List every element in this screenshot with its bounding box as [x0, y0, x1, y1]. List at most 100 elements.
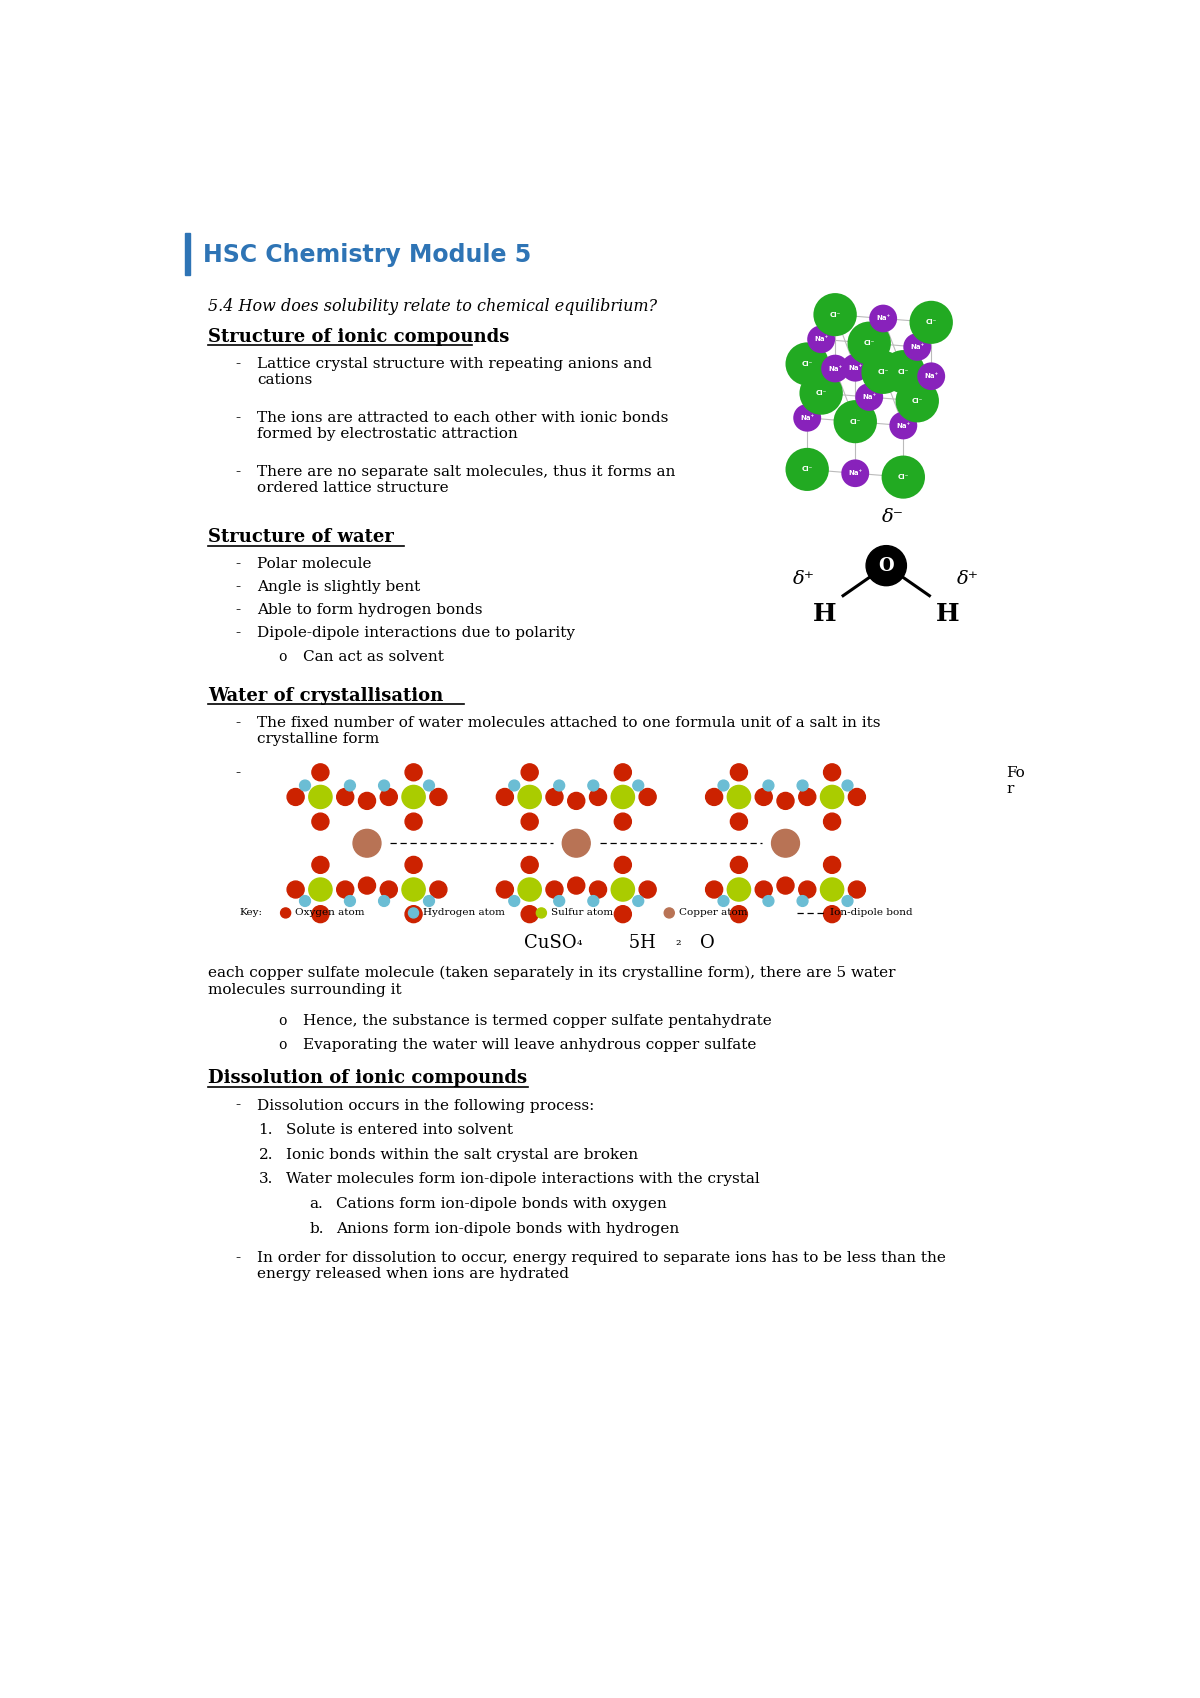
Text: Able to form hydrogen bonds: Able to form hydrogen bonds — [257, 603, 482, 618]
Text: Na⁺: Na⁺ — [896, 423, 911, 428]
Circle shape — [821, 355, 850, 382]
Text: Dissolution of ionic compounds: Dissolution of ionic compounds — [208, 1070, 527, 1087]
Circle shape — [776, 793, 794, 810]
Text: ₂: ₂ — [676, 934, 682, 947]
Circle shape — [337, 881, 354, 898]
Circle shape — [430, 788, 446, 805]
Circle shape — [553, 779, 565, 791]
Circle shape — [799, 881, 816, 898]
Circle shape — [731, 905, 748, 922]
Circle shape — [706, 881, 722, 898]
Circle shape — [518, 786, 541, 808]
Circle shape — [406, 764, 422, 781]
Circle shape — [589, 881, 606, 898]
Text: Cl⁻: Cl⁻ — [898, 368, 908, 375]
Text: Na⁺: Na⁺ — [924, 374, 938, 379]
Circle shape — [546, 881, 563, 898]
Circle shape — [763, 895, 774, 907]
Text: Structure of water: Structure of water — [208, 528, 394, 547]
Circle shape — [546, 788, 563, 805]
Text: -: - — [235, 557, 240, 571]
Circle shape — [588, 779, 599, 791]
Text: b.: b. — [310, 1221, 324, 1236]
Circle shape — [497, 881, 514, 898]
Text: -: - — [235, 766, 240, 779]
Text: O: O — [701, 934, 715, 951]
Circle shape — [856, 384, 883, 411]
Circle shape — [841, 353, 869, 382]
Circle shape — [509, 895, 520, 907]
Circle shape — [755, 881, 773, 898]
Circle shape — [848, 788, 865, 805]
Circle shape — [763, 779, 774, 791]
Text: Polar molecule: Polar molecule — [257, 557, 372, 571]
Circle shape — [287, 881, 304, 898]
Circle shape — [917, 362, 946, 391]
Circle shape — [814, 294, 857, 336]
Text: Ion-dipole bond: Ion-dipole bond — [829, 908, 912, 917]
Circle shape — [797, 895, 808, 907]
Text: Structure of ionic compounds: Structure of ionic compounds — [208, 328, 510, 346]
Circle shape — [823, 813, 841, 830]
Circle shape — [842, 779, 853, 791]
Circle shape — [632, 895, 643, 907]
Text: o: o — [278, 650, 287, 664]
Circle shape — [521, 764, 538, 781]
Text: -: - — [235, 627, 240, 640]
Circle shape — [424, 779, 434, 791]
Text: -: - — [235, 1251, 240, 1265]
Text: Na⁺: Na⁺ — [848, 365, 863, 370]
Circle shape — [834, 401, 877, 443]
Circle shape — [821, 786, 844, 808]
Circle shape — [614, 813, 631, 830]
Text: -: - — [235, 717, 240, 730]
Text: Dipole-dipole interactions due to polarity: Dipole-dipole interactions due to polari… — [257, 627, 575, 640]
Text: -: - — [235, 465, 240, 479]
Circle shape — [866, 545, 906, 586]
Circle shape — [640, 788, 656, 805]
Circle shape — [344, 895, 355, 907]
Text: Hence, the substance is termed copper sulfate pentahydrate: Hence, the substance is termed copper su… — [304, 1014, 773, 1027]
Circle shape — [379, 895, 390, 907]
Circle shape — [337, 788, 354, 805]
Circle shape — [889, 411, 917, 440]
Circle shape — [589, 788, 606, 805]
Text: a.: a. — [310, 1197, 324, 1211]
Text: Na⁺: Na⁺ — [862, 394, 876, 401]
Circle shape — [614, 856, 631, 873]
Circle shape — [786, 448, 829, 491]
Circle shape — [882, 350, 925, 394]
Text: Angle is slightly bent: Angle is slightly bent — [257, 581, 420, 594]
Circle shape — [823, 905, 841, 922]
Circle shape — [521, 905, 538, 922]
Text: Solute is entered into solvent: Solute is entered into solvent — [287, 1122, 514, 1138]
Text: δ⁺: δ⁺ — [793, 571, 815, 588]
Circle shape — [359, 878, 376, 895]
Circle shape — [553, 895, 565, 907]
Text: o: o — [278, 1039, 287, 1053]
Circle shape — [287, 788, 304, 805]
Text: H: H — [814, 601, 836, 627]
Circle shape — [632, 779, 643, 791]
Circle shape — [823, 764, 841, 781]
Circle shape — [611, 878, 635, 902]
Text: Hydrogen atom: Hydrogen atom — [422, 908, 505, 917]
Text: ₄: ₄ — [576, 934, 582, 947]
Text: Ionic bonds within the salt crystal are broken: Ionic bonds within the salt crystal are … — [287, 1148, 638, 1161]
Circle shape — [312, 905, 329, 922]
Circle shape — [406, 905, 422, 922]
Circle shape — [910, 301, 953, 345]
Circle shape — [665, 908, 674, 919]
Circle shape — [904, 333, 931, 362]
Circle shape — [568, 878, 584, 895]
Text: Evaporating the water will leave anhydrous copper sulfate: Evaporating the water will leave anhydro… — [304, 1039, 757, 1053]
Circle shape — [312, 856, 329, 873]
Text: δ⁺: δ⁺ — [958, 571, 979, 588]
Text: -: - — [235, 357, 240, 370]
Circle shape — [312, 813, 329, 830]
Text: Anions form ion-dipole bonds with hydrogen: Anions form ion-dipole bonds with hydrog… — [336, 1221, 679, 1236]
Circle shape — [353, 829, 380, 857]
Text: 1.: 1. — [258, 1122, 274, 1138]
Text: -: - — [235, 581, 240, 594]
Bar — [185, 233, 191, 275]
